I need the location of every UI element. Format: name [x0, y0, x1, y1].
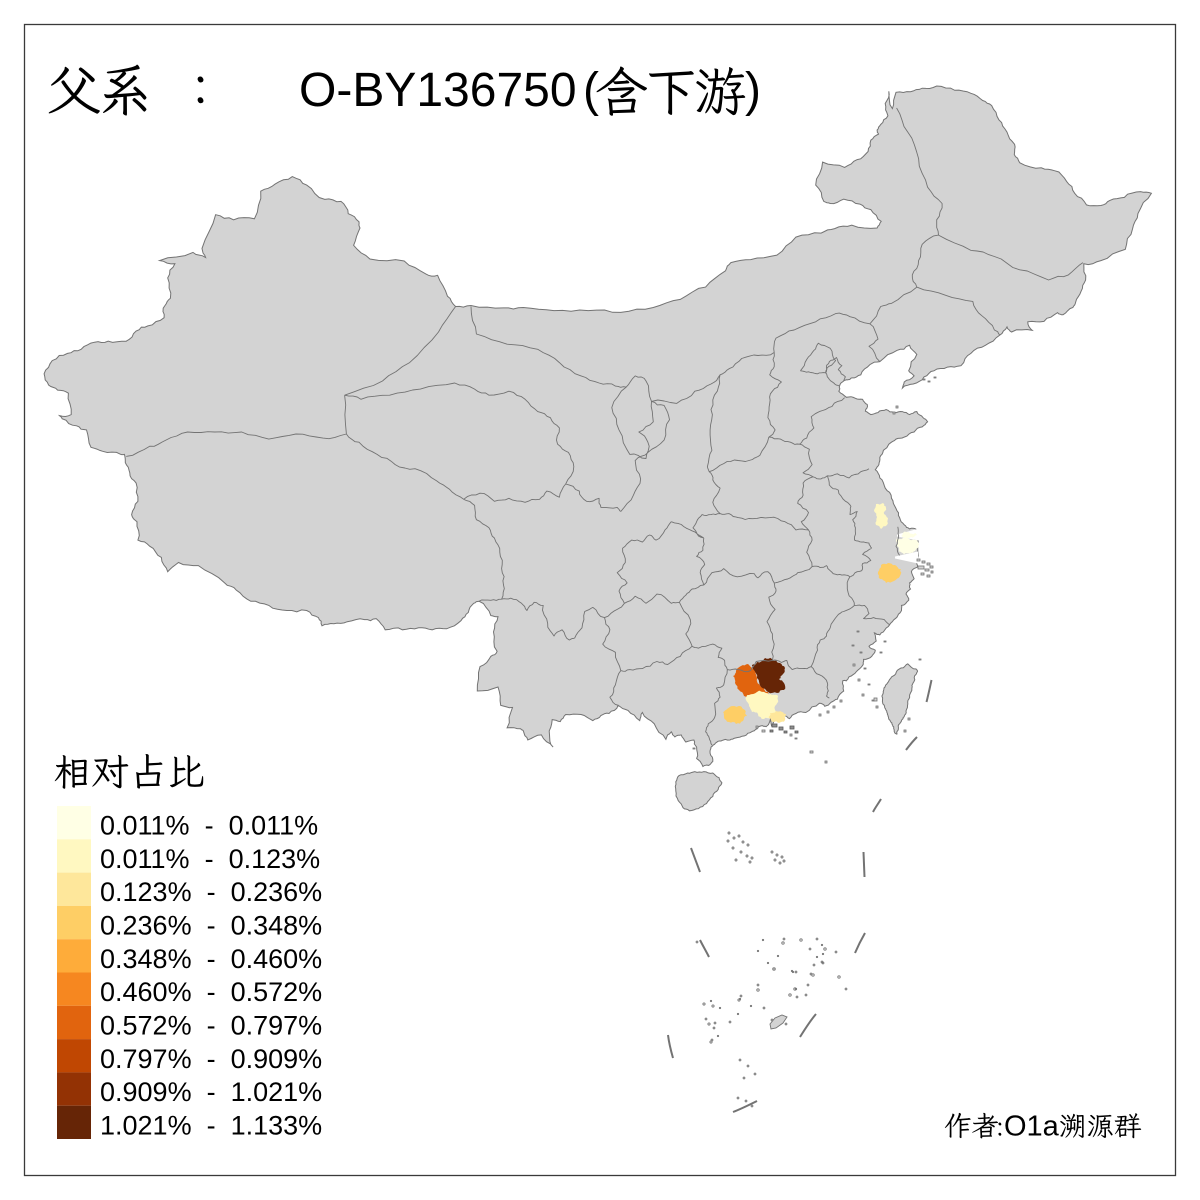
svg-text:0.460% - 0.572%: 0.460% - 0.572%: [100, 977, 322, 1007]
svg-text:): ): [745, 64, 761, 117]
svg-text:0.909% - 1.021%: 0.909% - 1.021%: [100, 1077, 322, 1107]
svg-text:0.348% - 0.460%: 0.348% - 0.460%: [100, 944, 322, 974]
svg-text:(: (: [583, 64, 599, 117]
svg-text:0.236% - 0.348%: 0.236% - 0.348%: [100, 911, 322, 941]
svg-text:O1a: O1a: [1004, 1111, 1060, 1143]
svg-text:1.021% - 1.133%: 1.021% - 1.133%: [100, 1110, 322, 1140]
svg-text:0.123% - 0.236%: 0.123% - 0.236%: [100, 877, 322, 907]
svg-text:O-BY136750: O-BY136750: [299, 64, 577, 117]
svg-text:0.797% - 0.909%: 0.797% - 0.909%: [100, 1044, 322, 1074]
svg-text:0.572% - 0.797%: 0.572% - 0.797%: [100, 1010, 322, 1040]
svg-text:0.011% - 0.011%: 0.011% - 0.011%: [100, 811, 318, 841]
svg-text:0.011% - 0.123%: 0.011% - 0.123%: [100, 844, 320, 874]
